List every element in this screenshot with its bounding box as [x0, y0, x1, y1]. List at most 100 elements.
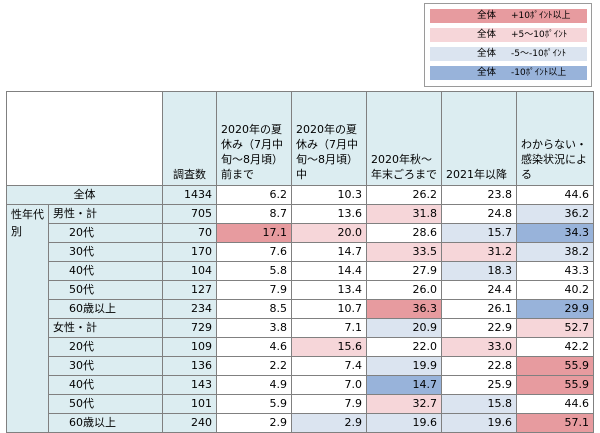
row-label: 60歳以上: [48, 299, 163, 319]
value-2021-onward: 26.1: [441, 299, 517, 319]
value-autumn-year-end: 31.8: [366, 204, 442, 224]
table-row: 30代 136 2.2 7.4 19.9 22.8 55.9: [7, 356, 594, 376]
value-2021-onward: 24.4: [441, 280, 517, 300]
value-before-summer: 8.5: [216, 299, 292, 319]
value-during-summer: 7.1: [291, 318, 367, 338]
value-2021-onward: 23.8: [441, 185, 517, 205]
sample-count: 170: [162, 242, 217, 262]
header-row: 調査数 2020年の夏休み（7月中旬～8月頃）前まで 2020年の夏休み（7月中…: [6, 91, 594, 186]
row-label: 50代: [48, 280, 163, 300]
sample-count: 240: [162, 413, 217, 433]
table-row: 全体 1434 6.2 10.3 26.2 23.8 44.6: [6, 185, 594, 205]
sample-count: 729: [162, 318, 217, 338]
value-2021-onward: 24.8: [441, 204, 517, 224]
table-row: 40代 143 4.9 7.0 14.7 25.9 55.9: [7, 375, 594, 395]
row-label: 30代: [48, 356, 163, 376]
value-during-summer: 14.4: [291, 261, 367, 281]
header-unknown: わからない・感染状況による: [516, 91, 594, 186]
value-during-summer: 2.9: [291, 413, 367, 433]
value-unknown: 42.2: [516, 337, 594, 357]
legend-label: 全体: [477, 10, 497, 21]
sample-count: 143: [162, 375, 217, 395]
value-2021-onward: 33.0: [441, 337, 517, 357]
header-blank: [6, 91, 163, 186]
legend-desc: +10ﾎﾟｲﾝﾄ以上: [511, 11, 571, 21]
row-label: 女性・計: [48, 318, 163, 338]
sample-count: 127: [162, 280, 217, 300]
survey-table: 調査数 2020年の夏休み（7月中旬～8月頃）前まで 2020年の夏休み（7月中…: [6, 91, 594, 433]
row-label: 40代: [48, 375, 163, 395]
sample-count: 136: [162, 356, 217, 376]
value-before-summer: 3.8: [216, 318, 292, 338]
value-2021-onward: 18.3: [441, 261, 517, 281]
legend-desc: -10ﾎﾟｲﾝﾄ以上: [511, 68, 567, 78]
header-before-summer: 2020年の夏休み（7月中旬～8月頃）前まで: [216, 91, 292, 186]
value-unknown: 52.7: [516, 318, 594, 338]
sample-count: 70: [162, 223, 217, 243]
table-row: 50代 101 5.9 7.9 32.7 15.8 44.6: [7, 394, 594, 414]
value-before-summer: 4.9: [216, 375, 292, 395]
value-before-summer: 8.7: [216, 204, 292, 224]
value-during-summer: 13.4: [291, 280, 367, 300]
value-during-summer: 7.4: [291, 356, 367, 376]
value-autumn-year-end: 32.7: [366, 394, 442, 414]
value-unknown: 57.1: [516, 413, 594, 433]
legend-item: 全体 +5～10ﾎﾟｲﾝﾄ: [425, 28, 591, 42]
legend-label: 全体: [477, 67, 497, 78]
value-2021-onward: 22.8: [441, 356, 517, 376]
value-autumn-year-end: 14.7: [366, 375, 442, 395]
value-during-summer: 10.7: [291, 299, 367, 319]
value-before-summer: 2.2: [216, 356, 292, 376]
value-before-summer: 2.9: [216, 413, 292, 433]
value-unknown: 40.2: [516, 280, 594, 300]
header-count: 調査数: [162, 91, 217, 186]
value-during-summer: 10.3: [291, 185, 367, 205]
table-row: 40代 104 5.8 14.4 27.9 18.3 43.3: [7, 261, 594, 281]
value-during-summer: 20.0: [291, 223, 367, 243]
legend-swatch: [430, 28, 587, 42]
table-row: 50代 127 7.9 13.4 26.0 24.4 40.2: [7, 280, 594, 300]
sample-count: 101: [162, 394, 217, 414]
value-unknown: 55.9: [516, 356, 594, 376]
value-autumn-year-end: 19.9: [366, 356, 442, 376]
value-autumn-year-end: 26.0: [366, 280, 442, 300]
value-unknown: 29.9: [516, 299, 594, 319]
header-during-summer: 2020年の夏休み（7月中旬～8月頃）中: [291, 91, 367, 186]
table-row: 女性・計 729 3.8 7.1 20.9 22.9 52.7: [7, 318, 594, 338]
value-autumn-year-end: 26.2: [366, 185, 442, 205]
table-row: 60歳以上 234 8.5 10.7 36.3 26.1 29.9: [7, 299, 594, 319]
value-before-summer: 5.9: [216, 394, 292, 414]
value-autumn-year-end: 33.5: [366, 242, 442, 262]
value-autumn-year-end: 19.6: [366, 413, 442, 433]
value-2021-onward: 19.6: [441, 413, 517, 433]
header-autumn-year-end: 2020年秋～年末ごろまで: [366, 91, 442, 186]
legend-item: 全体 -10ﾎﾟｲﾝﾄ以上: [425, 66, 591, 80]
sample-count: 104: [162, 261, 217, 281]
value-before-summer: 7.9: [216, 280, 292, 300]
value-unknown: 44.6: [516, 185, 594, 205]
value-2021-onward: 25.9: [441, 375, 517, 395]
row-label: 50代: [48, 394, 163, 414]
value-autumn-year-end: 28.6: [366, 223, 442, 243]
value-unknown: 44.6: [516, 394, 594, 414]
table-row: 60歳以上 240 2.9 2.9 19.6 19.6 57.1: [7, 413, 594, 433]
row-label: 全体: [6, 185, 163, 205]
value-during-summer: 15.6: [291, 337, 367, 357]
sample-count: 1434: [162, 185, 217, 205]
legend-swatch: [430, 47, 587, 61]
value-2021-onward: 31.2: [441, 242, 517, 262]
value-before-summer: 7.6: [216, 242, 292, 262]
value-before-summer: 5.8: [216, 261, 292, 281]
value-2021-onward: 15.8: [441, 394, 517, 414]
value-before-summer: 17.1: [216, 223, 292, 243]
row-label: 男性・計: [48, 204, 163, 224]
legend-label: 全体: [477, 48, 497, 59]
row-label: 60歳以上: [48, 413, 163, 433]
value-unknown: 36.2: [516, 204, 594, 224]
value-2021-onward: 22.9: [441, 318, 517, 338]
value-during-summer: 7.9: [291, 394, 367, 414]
sample-count: 234: [162, 299, 217, 319]
value-before-summer: 4.6: [216, 337, 292, 357]
legend-swatch: [430, 66, 587, 80]
row-label: 20代: [48, 223, 163, 243]
